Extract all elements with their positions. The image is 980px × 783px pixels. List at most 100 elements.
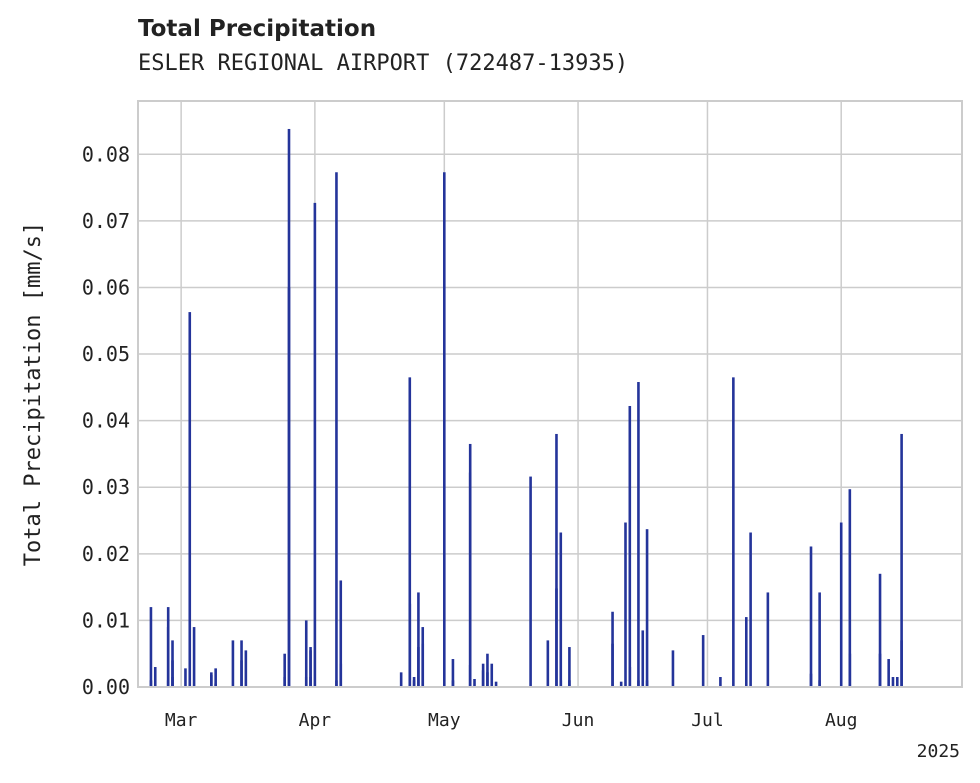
precipitation-bar [619, 681, 623, 687]
x-tick-label: May [428, 710, 461, 731]
x-tick-label: Aug [825, 710, 858, 731]
precipitation-bar [529, 476, 532, 687]
precipitation-bar [149, 607, 153, 687]
precipitation-bar [848, 489, 852, 687]
x-axis-year-label: 2025 [917, 741, 960, 762]
bar-series [149, 128, 903, 688]
precipitation-bar [417, 647, 420, 687]
precipitation-bar [171, 677, 174, 687]
x-tick-label: Jul [691, 710, 724, 731]
precipitation-bar [559, 532, 563, 687]
precipitation-bar [494, 681, 498, 687]
precipitation-bar [309, 677, 312, 687]
precipitation-bar [166, 627, 170, 687]
precipitation-bar [192, 627, 196, 687]
precipitation-bar [809, 546, 813, 687]
precipitation-bar [891, 677, 895, 687]
precipitation-bar [637, 680, 640, 687]
precipitation-bar [744, 617, 748, 687]
precipitation-bar [335, 172, 338, 688]
precipitation-bar [645, 680, 649, 687]
precipitation-bar [555, 433, 558, 687]
precipitation-bar [214, 668, 217, 687]
plot-frame [137, 100, 963, 688]
precipitation-bar [895, 677, 899, 687]
precipitation-bar [153, 667, 157, 687]
precipitation-bar [637, 382, 640, 687]
precipitation-bar [287, 287, 291, 687]
precipitation-bar [486, 653, 489, 687]
precipitation-bar [546, 640, 550, 687]
precipitation-bar [309, 650, 312, 687]
x-tick-label: Mar [165, 710, 198, 731]
precipitation-bar [839, 522, 843, 687]
precipitation-bar [848, 653, 852, 687]
precipitation-bar [443, 172, 446, 688]
grid-lines [138, 101, 962, 688]
precipitation-bar [486, 672, 489, 687]
precipitation-bar [214, 683, 217, 687]
precipitation-bar [749, 532, 752, 687]
precipitation-bar [451, 659, 455, 687]
precipitation-bar [408, 603, 412, 687]
precipitation-bar [339, 663, 343, 687]
precipitation-bar [568, 647, 571, 687]
precipitation-bar [671, 650, 675, 687]
precipitation-bar [481, 670, 485, 687]
precipitation-bar [408, 377, 412, 687]
y-tick-label: 0.02 [82, 542, 130, 566]
chart-title: Total Precipitation [138, 16, 377, 42]
precipitation-bar [818, 592, 821, 687]
precipitation-bar [240, 660, 243, 687]
chart-subtitle: ESLER REGIONAL AIRPORT (722487-13935) [138, 51, 629, 76]
y-axis-title: Total Precipitation [mm/s] [21, 222, 46, 566]
y-tick-label: 0.04 [82, 409, 130, 433]
precipitation-bar [171, 660, 174, 687]
precipitation-bar [900, 433, 903, 687]
precipitation-bar [188, 312, 192, 687]
precipitation-bar [611, 643, 614, 687]
precipitation-bar [732, 377, 735, 687]
precipitation-bar [809, 673, 813, 687]
precipitation-bar [244, 650, 248, 687]
precipitation-bar [304, 620, 308, 687]
precipitation-bar [231, 640, 235, 687]
precipitation-bar [421, 627, 425, 687]
precipitation-bar [399, 672, 403, 687]
precipitation-bar [719, 677, 722, 687]
precipitation-bar [184, 668, 187, 687]
precipitation-bar [412, 680, 416, 687]
precipitation-bar [313, 202, 317, 687]
y-axis-ticks: 0.00 0.01 0.02 0.03 0.04 0.05 0.06 0.07 0.08 [82, 142, 130, 699]
x-tick-label: Apr [299, 710, 332, 731]
precipitation-bar [417, 592, 420, 687]
y-tick-label: 0.01 [82, 608, 130, 632]
precipitation-bar [473, 679, 476, 687]
y-tick-label: 0.06 [82, 275, 130, 299]
precipitation-bar [468, 472, 472, 687]
precipitation-bar [878, 653, 882, 687]
precipitation-bar [641, 630, 645, 687]
precipitation-bar [490, 663, 494, 687]
precipitation-bar [568, 680, 571, 687]
precipitation-bar [878, 573, 882, 687]
precipitation-bar [559, 680, 563, 687]
precipitation-bar [283, 653, 286, 687]
x-tick-label: Jun [562, 710, 595, 731]
precipitation-bar [339, 580, 343, 687]
y-tick-label: 0.00 [82, 675, 130, 699]
precipitation-bar [701, 635, 705, 687]
precipitation-bar [766, 592, 770, 687]
precipitation-bar [628, 405, 632, 687]
y-tick-label: 0.08 [82, 142, 130, 166]
y-tick-label: 0.05 [82, 342, 130, 366]
precipitation-bar [887, 659, 890, 687]
x-axis-ticks: Mar Apr May Jun Jul Aug [165, 710, 858, 731]
precipitation-bar [645, 529, 649, 687]
precipitation-bar [900, 640, 903, 687]
precipitation-bar [628, 667, 632, 687]
precipitation-bar [210, 675, 213, 687]
y-tick-label: 0.07 [82, 209, 130, 233]
y-tick-label: 0.03 [82, 475, 130, 499]
